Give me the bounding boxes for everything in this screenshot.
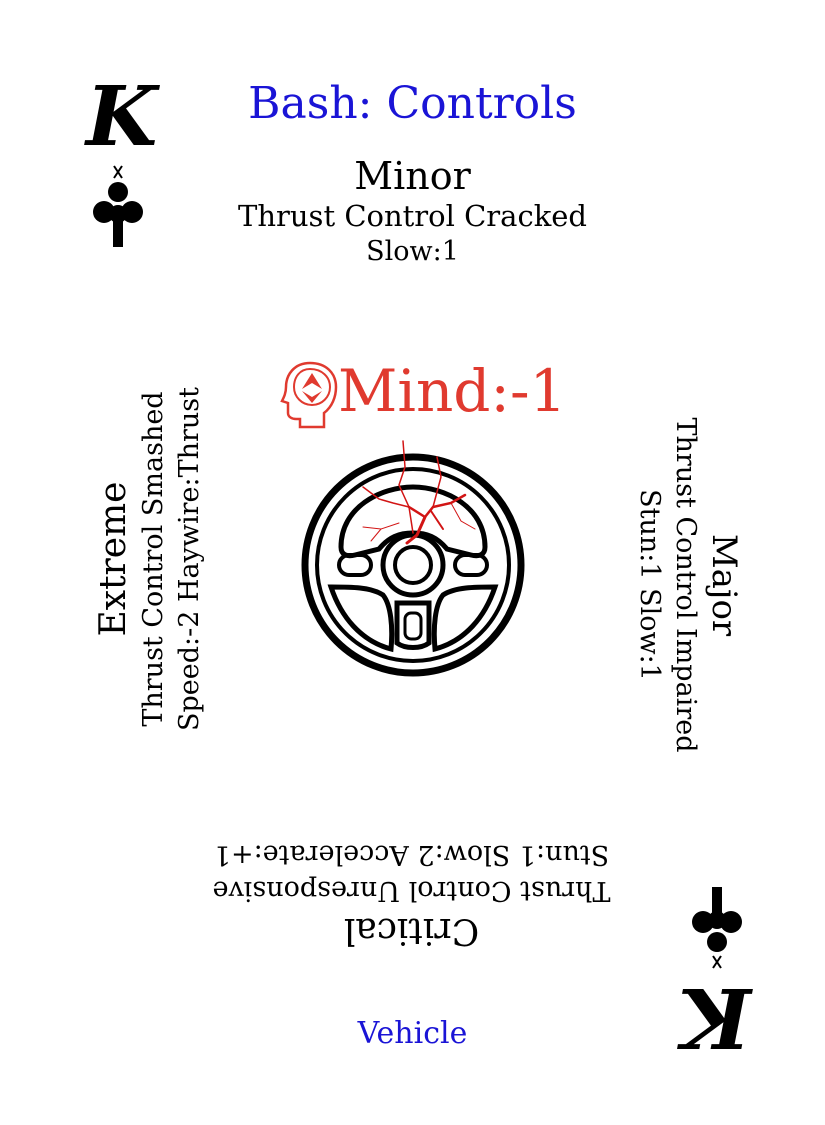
extreme-stat: Speed:-2 Haywire:Thrust [174,386,205,732]
mind-head-icon [280,361,338,429]
card-category: Vehicle [357,1016,468,1051]
mind-modifier: Mind:-1 [280,355,580,435]
corner-bottom-right: K [675,878,755,1065]
card-title: Bash: Controls [248,78,577,129]
minor-effect: Thrust Control Cracked [238,199,587,233]
extreme-section: Extreme Thrust Control Smashed Speed:-2 … [92,369,242,749]
cracked-steering-wheel-icon [301,440,525,677]
minor-title: Minor [354,154,471,198]
major-title: Major [704,533,744,637]
rank-top-left: K [86,69,158,165]
major-section: Major Thrust Control Impaired Stun:1 Slo… [595,395,745,775]
major-effect: Thrust Control Impaired [670,417,701,753]
mind-value: Mind:-1 [338,357,567,425]
clubs-icon [692,887,742,969]
critical-stat: Stun:1 Slow:2 Accelerate:+1 [213,839,610,870]
clubs-icon [93,165,143,247]
major-stat: Stun:1 Slow:1 [634,489,665,681]
extreme-title: Extreme [93,481,134,637]
minor-stat: Slow:1 [366,236,459,267]
extreme-effect: Thrust Control Smashed [138,391,169,727]
